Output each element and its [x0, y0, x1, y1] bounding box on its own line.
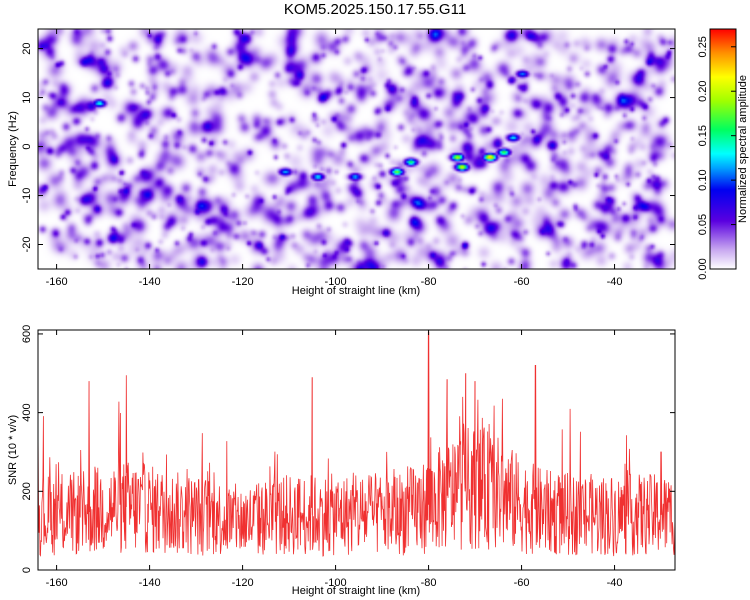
heatmap-y-axis: -20 -10 0 10 20 — [21, 42, 675, 252]
snr-x-label: Height of straight line (km) — [292, 585, 420, 597]
snr-y-label: SNR (10 * v/v) — [7, 415, 19, 485]
x-tick-label: -160 — [46, 276, 68, 288]
snr-x-axis: -160 -140 -120 -100 -80 -60 -40 — [46, 330, 623, 589]
y-tick-label: 20 — [21, 42, 33, 54]
colorbar-tick-label: 0.00 — [697, 258, 709, 279]
page-title: KOM5.2025.150.17.55.G11 — [283, 1, 467, 18]
colorbar-tick-label: 0.05 — [697, 214, 709, 235]
colorbar-ticks: 0.00 0.05 0.10 0.15 0.20 0.25 — [697, 36, 736, 280]
y-tick-label: 10 — [21, 91, 33, 103]
x-tick-label: -80 — [421, 276, 437, 288]
colorbar-tick-label: 0.10 — [697, 169, 709, 190]
y-tick-label: 0 — [21, 567, 33, 573]
colorbar-tick-label: 0.15 — [697, 125, 709, 146]
y-tick-label: 400 — [21, 403, 33, 421]
x-tick-label: -60 — [514, 577, 530, 589]
heatmap-panel — [37, 28, 676, 270]
heatmap-x-label: Height of straight line (km) — [292, 285, 420, 297]
snr-y-axis: 0 200 400 600 — [21, 325, 675, 573]
x-tick-label: -40 — [607, 577, 623, 589]
x-tick-label: -100 — [325, 577, 347, 589]
heatmap-image — [38, 29, 675, 269]
y-tick-label: 200 — [21, 482, 33, 500]
heatmap-x-axis: -160 -140 -120 -100 -80 -60 -40 — [46, 29, 623, 288]
heatmap-y-label: Frequency (Hz) — [7, 111, 19, 187]
y-tick-label: -10 — [21, 188, 33, 204]
colorbar — [709, 28, 737, 270]
colorbar-tick-label: 0.20 — [697, 81, 709, 102]
x-tick-label: -140 — [139, 577, 161, 589]
x-tick-label: -40 — [607, 276, 623, 288]
x-tick-label: -120 — [232, 276, 254, 288]
colorbar-tick-label: 0.25 — [697, 36, 709, 57]
y-tick-label: -20 — [21, 237, 33, 253]
y-tick-label: 0 — [21, 143, 33, 149]
y-tick-label: 600 — [21, 325, 33, 343]
x-tick-label: -160 — [46, 577, 68, 589]
snr-line-panel — [37, 329, 676, 571]
x-tick-label: -140 — [139, 276, 161, 288]
colorbar-label: Normalized spectral amplitude — [737, 75, 749, 223]
x-tick-label: -120 — [232, 577, 254, 589]
x-tick-label: -80 — [421, 577, 437, 589]
snr-series-line — [38, 331, 675, 557]
x-tick-label: -100 — [325, 276, 347, 288]
x-tick-label: -60 — [514, 276, 530, 288]
